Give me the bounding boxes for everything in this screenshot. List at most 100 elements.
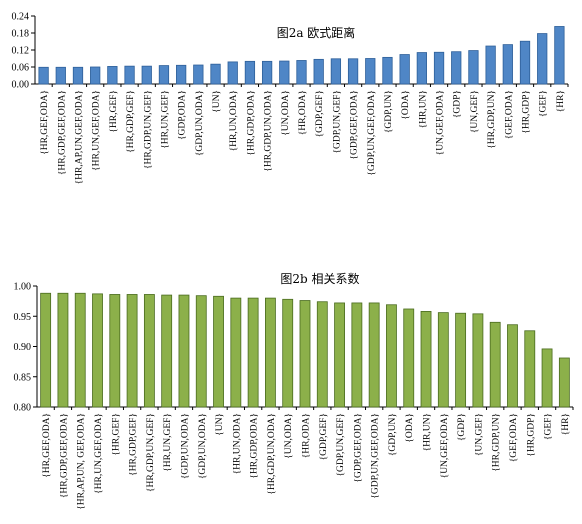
chart-a-category-label: {HR} [556, 90, 566, 112]
chart-a-bar [227, 61, 238, 85]
chart-a-y-tick-label: 0.06 [12, 63, 30, 74]
chart-a-bar [502, 44, 513, 85]
chart-a-category-label: {HR,UN,GEF,ODA} [92, 90, 102, 171]
chart-b-category-label: {GDP} [457, 413, 467, 441]
chart-a-bar [433, 51, 445, 85]
chart-b-bar [195, 295, 207, 408]
chart-b-category-label: {HR,GDP,GEF,ODA} [59, 413, 69, 498]
chart-b-bar [161, 294, 173, 408]
chart-b-category-label: {UN,GEF} [474, 413, 484, 456]
chart-a-bar [347, 58, 359, 85]
chart-b-bar [178, 294, 190, 408]
chart-b-bar [489, 321, 501, 408]
chart-b-category-label: {HR,GDP,ODA} [250, 413, 260, 479]
chart-a-y-tick-label: 0.24 [12, 12, 30, 23]
chart-a-category-label: {UN} [212, 90, 222, 113]
chart-a-category-label: {GDP,ODA} [178, 90, 188, 140]
chart-b-category-label: {UN} [215, 413, 225, 436]
chart-a-category-label: {HR,AP,UN,GEF,ODA} [74, 90, 84, 184]
chart-a-bar [537, 33, 548, 85]
chart-b-category-label: {GDP,UN,ODA} [180, 413, 190, 479]
chart-b-category-label: {UN,ODA} [284, 413, 294, 459]
chart-a-category-label: {HR,GDP,UN,ODA} [264, 90, 274, 172]
chart-b-y-tick-label: 0.95 [14, 312, 32, 323]
chart-a-bar [451, 51, 462, 85]
chart-a-y-tick-label: 0.18 [12, 29, 30, 40]
chart-b-category-label: {GDP,UN} [388, 413, 398, 456]
chart-b-bar [92, 293, 103, 408]
chart-a-category-label: {HR,GDP,ODA} [246, 90, 256, 156]
chart-b-bar [524, 330, 536, 408]
chart-b-category-label: {HR,GDP,UN} [492, 413, 502, 472]
chart-b-bar [472, 313, 484, 408]
chart-b-category-label: {GDP,GEF} [319, 413, 329, 460]
chart-b-bar [437, 312, 449, 408]
chart-a-category-label: {GDP,UN,GEF,ODA} [367, 90, 377, 176]
chart-a-bar [72, 66, 84, 85]
chart-b-bar [143, 294, 155, 408]
chart-b-bar [368, 302, 380, 408]
chart-a-bar [38, 66, 49, 85]
chart-a-category-label: {GDP,UN,GEF} [332, 90, 342, 154]
chart-a-bar [176, 64, 187, 85]
chart-b-bar [109, 294, 121, 408]
chart-a-bar [399, 54, 410, 85]
chart-b-bar [558, 357, 570, 408]
chart-b-bar [265, 297, 276, 408]
chart-a-category-label: {HR,GDP} [522, 90, 532, 134]
chart-a-category-label: {GDP,GEF,ODA} [350, 90, 360, 160]
chart-b-category-label: {HR,AP,UN, GEF,ODA} [77, 413, 87, 510]
chart-a-bar [90, 66, 101, 85]
chart-a-category-label: {HR,ODA} [298, 90, 308, 135]
chart-b-category-label: {HR,GDP,GEF} [129, 413, 139, 476]
chart-b-category-label: {GDP,GEF,ODA} [353, 413, 363, 483]
chart-b-bar [213, 295, 224, 408]
chart-a-bar [158, 65, 170, 85]
chart-a-category-label: {GDP,GEF} [315, 90, 325, 137]
chart-a-category-label: {HR,UN,ODA} [229, 90, 239, 151]
chart-b-category-label: {GDP,UN,GEF,ODA} [371, 413, 381, 499]
chart-a-y-tick-label: 0.12 [12, 46, 30, 57]
chart-correlation-coefficient: 图2b 相关系数 0.80 0.85 0.90 0.95 1.00 {HR,GEF,ODA… [14, 271, 574, 510]
chart-b-category-label: {HR,GDP} [526, 413, 536, 457]
chart-a-category-label: {ODA} [401, 90, 411, 120]
chart-b-category-label: {UN,GEF,ODA} [440, 413, 450, 478]
chart-a-category-label: {GEF} [539, 90, 549, 117]
chart-b-category-label: {ODA} [405, 413, 415, 443]
chart-a-bar [141, 65, 152, 85]
chart-a-bar [468, 50, 479, 85]
chart-a-category-label: {HR,GEF,ODA} [40, 90, 50, 155]
chart-a-category-label: {UN,ODA} [281, 90, 291, 136]
chart-b-bar [74, 292, 86, 408]
chart-b-bar [334, 302, 345, 408]
chart-b-category-label: {HR,UN} [423, 413, 433, 451]
chart-b-y-tick-label: 1.00 [14, 282, 32, 293]
chart-b-category-label: {HR,GDP,UN,ODA} [267, 413, 277, 495]
chart-b-bar [282, 298, 294, 408]
chart-a-bar [244, 60, 256, 85]
chart-a-bar [416, 52, 427, 85]
chart-b-bar [247, 297, 259, 408]
chart-a-category-label: {GEF,ODA} [504, 90, 514, 139]
chart-b-bar [299, 300, 311, 408]
chart-euclidean-distance: 图2a 欧式距离 0.00 0.06 0.12 0.18 0.24 {HR,GEF,ODA… [12, 12, 569, 184]
chart-a-category-label: {HR,GDP,UN} [487, 90, 497, 149]
chart-b-category-label: {HR,UN,GEF} [163, 413, 173, 472]
chart-b-bar [351, 302, 363, 408]
chart-b-bar [541, 348, 553, 408]
chart-b-category-label: {GEF,ODA} [509, 413, 519, 462]
chart-a-bar [365, 58, 376, 85]
chart-b-category-label: {HR,GDP,UN,GEF} [146, 413, 156, 492]
chart-b-bar [57, 292, 69, 408]
chart-b-y-tick-label: 0.85 [14, 372, 32, 383]
chart-b-bar [420, 311, 432, 408]
chart-a-bar [124, 65, 135, 85]
chart-b-y-tick-label: 0.90 [14, 342, 32, 353]
chart-a-category-label: {GDP,UN} [384, 90, 394, 133]
chart-b-category-label: {GDP,UN,ODA} [198, 413, 208, 479]
chart-a-category-label: {GDP,UN,ODA} [195, 90, 205, 156]
chart-a-category-label: {UN,GEF,ODA} [436, 90, 446, 155]
chart-a-bar [519, 40, 531, 85]
chart-b-bar [403, 308, 415, 408]
